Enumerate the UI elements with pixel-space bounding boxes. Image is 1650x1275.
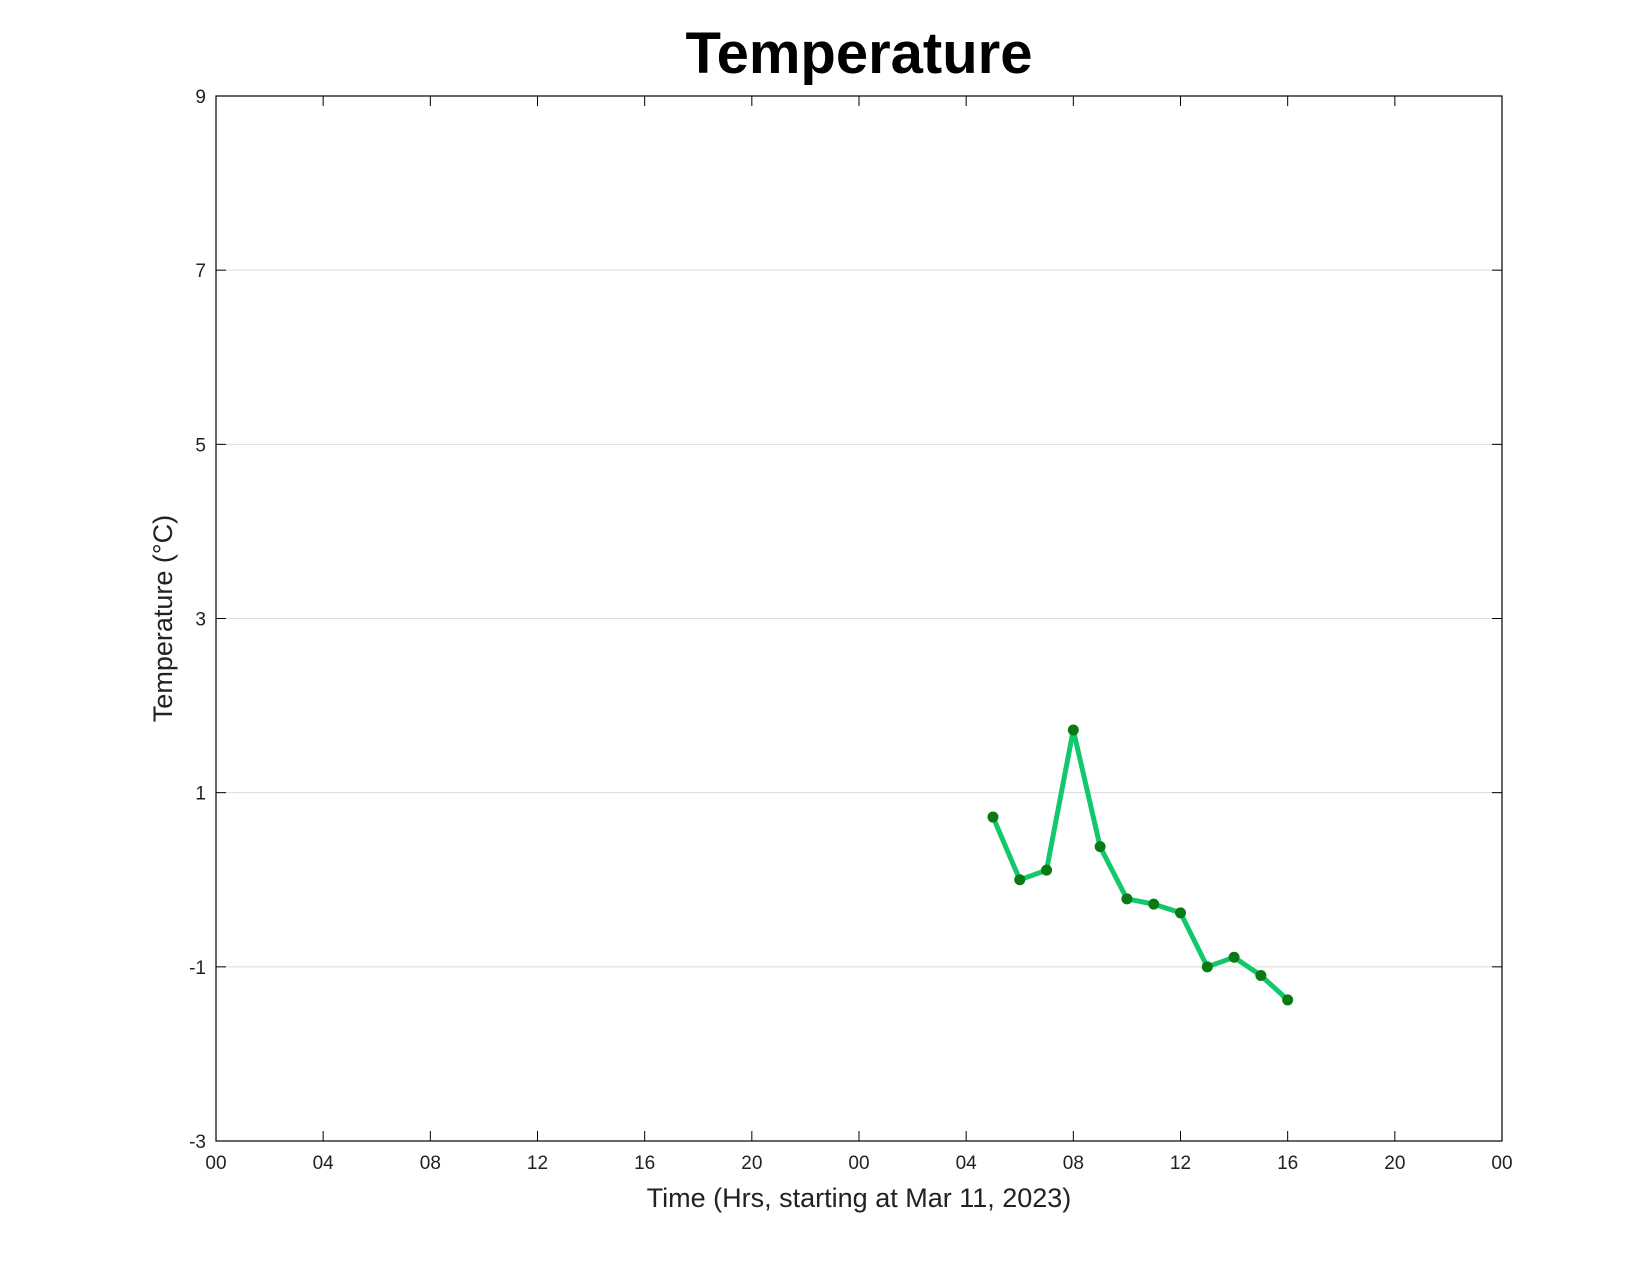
x-tick-label: 00 bbox=[848, 1153, 869, 1174]
x-tick-label: 00 bbox=[1491, 1153, 1512, 1174]
x-tick-label: 04 bbox=[313, 1153, 335, 1174]
x-tick-label: 12 bbox=[1170, 1153, 1191, 1174]
y-tick-label: -3 bbox=[189, 1132, 206, 1153]
data-point bbox=[1067, 724, 1079, 736]
x-tick-label: 16 bbox=[1277, 1153, 1298, 1174]
data-point bbox=[1014, 874, 1026, 886]
y-tick-label: 3 bbox=[195, 610, 206, 631]
y-tick-label: 9 bbox=[195, 87, 206, 108]
plot-frame bbox=[215, 95, 1503, 1142]
x-tick-label: 20 bbox=[741, 1153, 762, 1174]
data-point bbox=[1282, 994, 1294, 1006]
series-line bbox=[990, 727, 1291, 1003]
data-point bbox=[1148, 898, 1160, 910]
data-point bbox=[1041, 864, 1053, 876]
chart-title: Temperature bbox=[685, 21, 1032, 86]
x-tick-label: 12 bbox=[527, 1153, 548, 1174]
x-tick-label: 20 bbox=[1384, 1153, 1405, 1174]
data-point bbox=[1175, 907, 1186, 919]
data-point bbox=[1094, 841, 1106, 853]
x-tick-label: 00 bbox=[205, 1153, 226, 1174]
x-tick-label: 08 bbox=[1063, 1153, 1084, 1174]
x-tick-label: 16 bbox=[634, 1153, 655, 1174]
x-tick-label: 04 bbox=[956, 1153, 978, 1174]
x-tick-label: 08 bbox=[420, 1153, 441, 1174]
gridlines bbox=[216, 269, 1502, 968]
y-tick-label: 1 bbox=[195, 784, 206, 805]
data-point bbox=[1255, 970, 1267, 982]
tick-labels: -3 -1 1 3 5 7 9 00 04 08 12 16 20 00 04 08 12 16 20 00 bbox=[189, 87, 1512, 1174]
data-series bbox=[987, 724, 1294, 1006]
y-axis-label: Temperature (°C) bbox=[148, 515, 178, 722]
y-tick-label: -1 bbox=[189, 958, 206, 979]
data-point bbox=[1201, 961, 1213, 973]
data-point bbox=[987, 811, 999, 823]
data-point bbox=[1228, 951, 1240, 963]
y-tick-label: 7 bbox=[195, 261, 206, 282]
data-point bbox=[1121, 893, 1133, 905]
y-tick-label: 5 bbox=[195, 435, 206, 456]
x-axis-label: Time (Hrs, starting at Mar 11, 2023) bbox=[647, 1183, 1072, 1213]
